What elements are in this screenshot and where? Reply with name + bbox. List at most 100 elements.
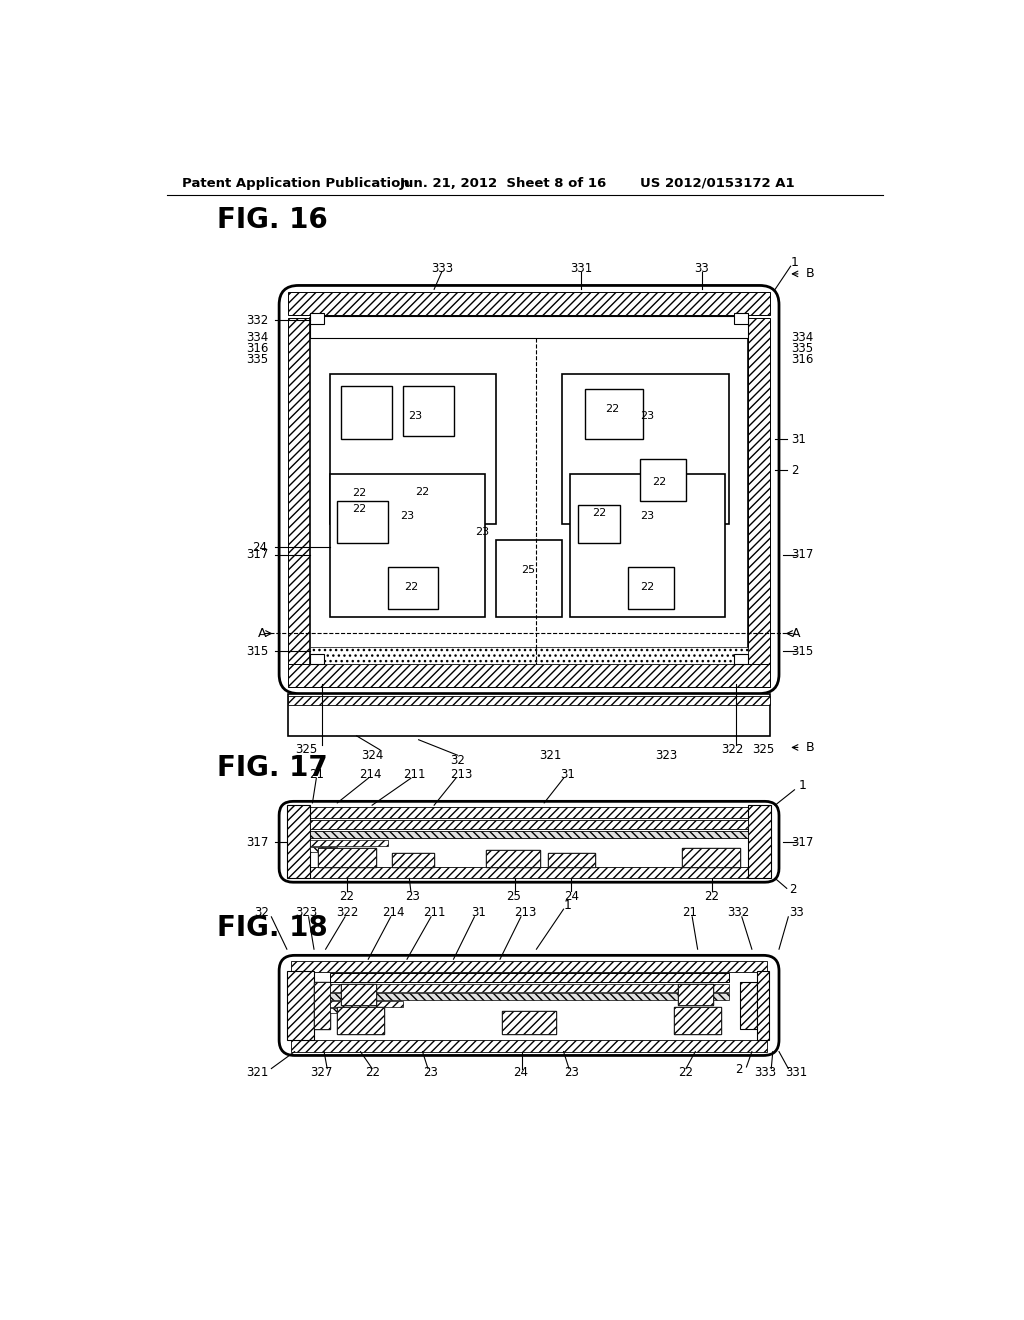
Bar [330,1001,403,1007]
Bar [578,506,621,544]
Bar [502,1011,556,1034]
Bar [678,983,713,1006]
Bar [562,374,729,524]
Text: 334: 334 [247,331,268,345]
Bar [502,1011,556,1034]
Bar [748,805,771,878]
Bar [314,982,330,1028]
Text: FIG. 16: FIG. 16 [217,206,328,234]
Bar [289,318,310,664]
Text: 211: 211 [403,768,426,781]
Text: 316: 316 [792,352,813,366]
Text: 327: 327 [310,1065,333,1078]
Text: 2: 2 [791,463,799,477]
Text: 23: 23 [640,511,654,521]
Bar [337,1007,384,1034]
Text: 315: 315 [792,644,813,657]
Bar [289,693,770,737]
Text: FIG. 18: FIG. 18 [217,915,328,942]
Text: A: A [792,627,801,640]
Bar [330,983,729,991]
Text: 31: 31 [791,433,806,446]
Bar [640,459,686,502]
Bar [391,853,434,867]
Bar [330,973,729,982]
Text: 22: 22 [339,890,354,903]
Bar [569,474,725,616]
Text: 317: 317 [792,836,813,849]
FancyBboxPatch shape [280,285,779,693]
Text: 23: 23 [404,890,420,903]
Bar [682,847,740,867]
Text: 325: 325 [753,743,774,756]
Bar [289,664,770,688]
Bar [330,993,729,1001]
Bar [293,867,765,878]
Bar [310,840,388,846]
Bar [748,318,770,664]
Bar [678,983,713,1006]
Bar [391,853,434,867]
Text: 333: 333 [431,261,453,275]
Text: 332: 332 [728,907,750,920]
Bar [291,1040,767,1052]
Bar [310,647,748,664]
Bar [330,474,484,616]
Text: 23: 23 [475,527,489,537]
Bar [310,847,337,853]
Bar [403,385,454,436]
Text: 25: 25 [506,890,520,903]
Text: 323: 323 [295,907,317,920]
Text: 32: 32 [450,754,465,767]
Text: 2: 2 [790,883,797,896]
Text: FIG. 17: FIG. 17 [217,754,328,783]
Text: 214: 214 [359,768,382,781]
Bar [287,970,314,1040]
Bar [287,805,310,878]
Text: 1: 1 [799,779,806,792]
Text: 21: 21 [309,768,324,781]
Text: 2: 2 [735,1063,742,1076]
Text: 25: 25 [521,565,536,576]
Bar [330,374,496,524]
Text: 22: 22 [651,477,666,487]
Text: 24: 24 [564,890,579,903]
Text: 321: 321 [540,748,561,762]
Text: 335: 335 [792,342,813,355]
Text: 23: 23 [400,511,414,521]
Text: 331: 331 [785,1065,807,1078]
Text: 23: 23 [564,1065,579,1078]
Text: B: B [806,741,814,754]
Bar [675,1007,721,1034]
Text: 22: 22 [592,508,606,517]
Text: 1: 1 [791,256,799,269]
Bar [317,847,376,867]
Text: 334: 334 [792,331,813,345]
Text: 332: 332 [247,314,268,326]
Text: 22: 22 [403,582,418,593]
Text: 24: 24 [252,541,267,554]
Text: 33: 33 [694,261,709,275]
Bar [758,970,769,1040]
Bar [682,847,740,867]
Bar [734,653,748,664]
Bar [337,502,388,544]
Bar [310,820,748,829]
Text: 22: 22 [640,582,654,593]
Text: 22: 22 [352,488,366,499]
Text: 322: 322 [721,743,743,756]
Bar [289,696,770,705]
Bar [486,850,541,867]
Bar [310,313,324,323]
Bar [293,807,765,818]
Bar [628,566,675,609]
Text: 1: 1 [563,899,571,912]
Text: 22: 22 [605,404,620,413]
FancyBboxPatch shape [280,956,779,1056]
Text: 31: 31 [472,907,486,920]
Text: 22: 22 [679,1065,693,1078]
Bar [548,853,595,867]
Text: 323: 323 [655,748,678,762]
Text: 316: 316 [246,342,268,355]
Text: 33: 33 [788,907,804,920]
